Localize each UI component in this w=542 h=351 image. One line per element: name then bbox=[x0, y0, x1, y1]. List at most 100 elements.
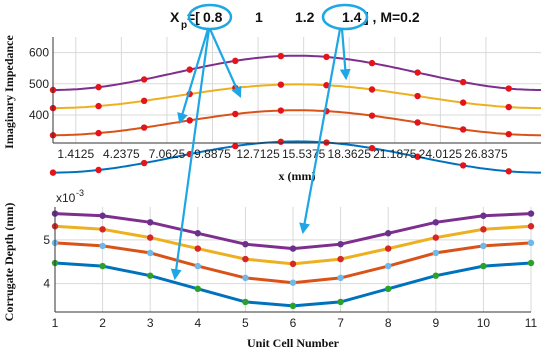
bottom-x-tick-label: 2 bbox=[99, 316, 106, 330]
top-data-marker bbox=[95, 102, 102, 110]
bottom-x-tick-label: 6 bbox=[290, 316, 297, 330]
top-x-tick-label: 18.3625 bbox=[328, 147, 372, 161]
top-x-tick-label: 26.8375 bbox=[464, 147, 508, 161]
bottom-x-tick-label: 10 bbox=[477, 316, 491, 330]
top-data-marker bbox=[140, 159, 148, 167]
top-data-marker bbox=[140, 76, 148, 83]
bottom-data-marker bbox=[242, 240, 249, 248]
callout-arrow bbox=[170, 28, 211, 281]
bottom-data-marker bbox=[242, 274, 249, 282]
top-y-tick-label: 600 bbox=[29, 46, 49, 60]
top-data-marker bbox=[459, 162, 467, 169]
top-data-marker bbox=[323, 82, 330, 89]
callout-arrow bbox=[208, 28, 242, 99]
bottom-data-marker bbox=[289, 279, 297, 286]
bottom-data-marker bbox=[99, 226, 106, 233]
top-x-tick-label: 1.4125 bbox=[57, 147, 94, 161]
top-data-marker bbox=[277, 107, 285, 114]
top-x-axis-label: x (mm) bbox=[279, 169, 316, 183]
bottom-x-tick-label: 9 bbox=[432, 316, 439, 330]
bottom-data-marker bbox=[194, 262, 201, 270]
bottom-x-axis-label: Unit Cell Number bbox=[247, 336, 340, 350]
top-y-axis-label: Imaginary Impedance bbox=[2, 34, 16, 148]
bottom-data-marker bbox=[99, 212, 106, 219]
top-data-marker bbox=[277, 138, 285, 145]
top-data-marker bbox=[186, 117, 193, 124]
bottom-data-marker bbox=[432, 249, 439, 257]
bottom-x-tick-label: 3 bbox=[147, 316, 154, 330]
bottom-data-marker bbox=[147, 219, 154, 226]
bottom-x-tick-label: 8 bbox=[385, 316, 392, 330]
header-prefix: X bbox=[170, 9, 180, 25]
header-subscript: p bbox=[181, 20, 187, 31]
bottom-chart: 4 5 1 2 3 4 5 6 7 8 9 10 11 x10 -3 Unit Cell Number… bbox=[2, 188, 538, 350]
bottom-data-marker bbox=[99, 262, 106, 270]
top-series-line bbox=[53, 109, 541, 137]
top-data-marker bbox=[505, 130, 512, 138]
bottom-data-marker bbox=[99, 242, 106, 250]
highlight-ellipse-right bbox=[321, 3, 369, 31]
top-x-tick-label: 7.0625 bbox=[149, 147, 186, 161]
top-plot-area bbox=[53, 37, 541, 143]
top-data-marker bbox=[368, 86, 376, 93]
top-data-marker bbox=[232, 57, 239, 65]
top-data-marker bbox=[414, 69, 421, 76]
bottom-data-marker bbox=[385, 245, 392, 252]
top-data-marker bbox=[368, 112, 376, 119]
header-suffix: ] , M=0.2 bbox=[364, 9, 420, 25]
top-data-marker bbox=[186, 66, 193, 73]
top-data-marker bbox=[277, 81, 285, 88]
top-data-marker bbox=[232, 142, 239, 150]
bottom-y-tick-label: 4 bbox=[43, 277, 50, 291]
top-series-line bbox=[53, 83, 541, 110]
bottom-exponent-base: x10 bbox=[56, 191, 76, 205]
bottom-data-marker bbox=[432, 234, 439, 241]
bottom-data-marker bbox=[480, 242, 487, 250]
top-data-marker bbox=[368, 144, 376, 152]
top-data-marker bbox=[95, 166, 102, 174]
top-series-line bbox=[53, 140, 541, 174]
bottom-data-marker bbox=[194, 230, 201, 237]
bottom-data-marker bbox=[385, 262, 392, 270]
bottom-data-marker bbox=[527, 259, 535, 267]
top-data-marker bbox=[505, 168, 512, 175]
top-data-marker bbox=[414, 153, 421, 160]
bottom-data-marker bbox=[289, 260, 297, 268]
bottom-data-marker bbox=[432, 272, 439, 279]
top-x-tick-label: 9.8875 bbox=[194, 147, 231, 161]
bottom-exponent-power: -3 bbox=[76, 188, 84, 198]
bottom-y-tick-label: 5 bbox=[43, 233, 50, 247]
top-data-marker bbox=[95, 129, 102, 137]
bottom-x-tick-label: 7 bbox=[337, 316, 344, 330]
bottom-data-marker bbox=[242, 255, 249, 263]
top-data-marker bbox=[140, 97, 148, 105]
bottom-data-marker bbox=[337, 240, 344, 248]
top-data-marker bbox=[232, 110, 239, 118]
bottom-data-marker bbox=[147, 249, 154, 257]
bottom-data-marker bbox=[527, 239, 535, 247]
bottom-data-marker bbox=[337, 255, 344, 263]
top-series-line bbox=[53, 54, 541, 91]
top-x-tick-label: 24.0125 bbox=[419, 147, 463, 161]
top-x-tick-label: 4.2375 bbox=[103, 147, 140, 161]
bottom-data-marker bbox=[242, 298, 249, 306]
bottom-data-marker bbox=[385, 285, 392, 293]
callout-arrow bbox=[339, 28, 351, 81]
callout-arrow bbox=[177, 28, 210, 125]
top-data-marker bbox=[459, 126, 467, 133]
header-value-4: 1.4 bbox=[342, 9, 362, 25]
top-data-marker bbox=[505, 85, 512, 92]
bottom-data-marker bbox=[527, 210, 535, 217]
bottom-data-marker bbox=[337, 274, 344, 282]
top-y-tick-label: 400 bbox=[29, 108, 49, 122]
bottom-data-marker bbox=[337, 298, 344, 306]
bottom-data-marker bbox=[289, 302, 297, 310]
header-value-3: 1.2 bbox=[295, 9, 315, 25]
top-x-tick-label: 21.1875 bbox=[373, 147, 417, 161]
bottom-data-marker bbox=[147, 272, 154, 279]
callout-arrows bbox=[170, 28, 351, 281]
bottom-data-marker bbox=[432, 219, 439, 226]
top-data-marker bbox=[414, 119, 421, 126]
top-data-marker bbox=[323, 53, 330, 61]
bottom-x-tick-label: 4 bbox=[194, 316, 201, 330]
